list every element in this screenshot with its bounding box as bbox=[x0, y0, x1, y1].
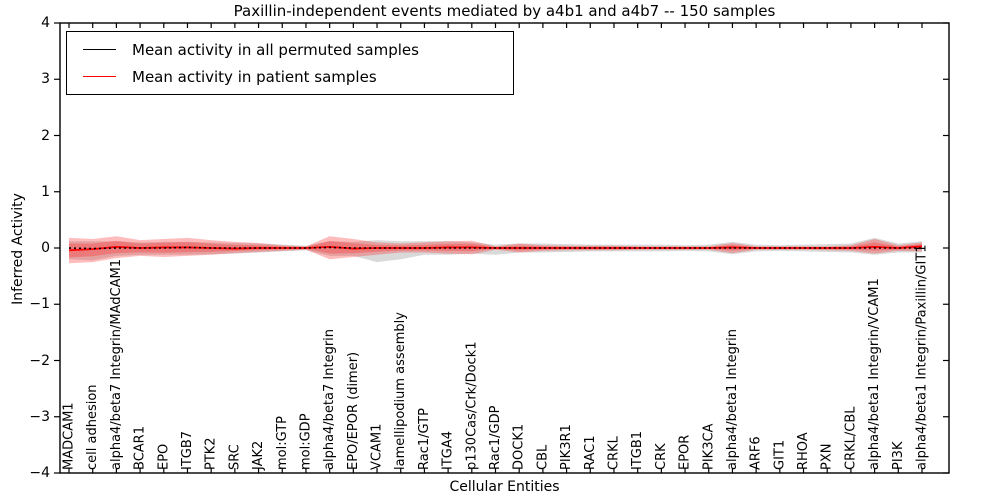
x-tick-label: alpha4/beta7 Integrin/MAdCAM1 bbox=[108, 259, 124, 470]
y-tick-label: −2 bbox=[29, 352, 50, 369]
x-tick-label: alpha4/beta1 Integrin/VCAM1 bbox=[867, 278, 883, 470]
y-tick-label: 1 bbox=[41, 183, 50, 200]
y-tick-label: −3 bbox=[29, 408, 50, 425]
x-tick-label: ITGB7 bbox=[179, 430, 195, 470]
x-tick-label: Rac1/GDP bbox=[488, 405, 503, 470]
x-tick-label: CRKL/CBL bbox=[843, 406, 859, 471]
x-tick-label: EPO/EPOR (dimer) bbox=[345, 351, 361, 470]
x-tick-label: BCAR1 bbox=[132, 426, 148, 470]
legend-item-permuted: Mean activity in all permuted samples bbox=[67, 37, 513, 63]
y-tick-label: 2 bbox=[41, 127, 50, 144]
x-tick-label: EPOR bbox=[677, 434, 693, 470]
permuted-line-sample-icon bbox=[83, 49, 116, 50]
patient-samples-range bbox=[69, 236, 922, 264]
legend-label-permuted: Mean activity in all permuted samples bbox=[132, 40, 419, 59]
x-tick-label: Rac1/GTP bbox=[416, 408, 432, 470]
y-tick-label: 4 bbox=[41, 15, 50, 31]
x-tick-label: alpha4/beta1 Integrin bbox=[724, 328, 740, 470]
x-tick-label: ITGA4 bbox=[440, 430, 456, 470]
x-tick-label: PIK3R1 bbox=[559, 424, 575, 470]
chart-title: Paxillin-independent events mediated by … bbox=[233, 2, 776, 20]
patient-line-sample-icon bbox=[83, 76, 116, 77]
x-axis-label: Cellular Entities bbox=[449, 479, 560, 495]
x-tick-label: RHOA bbox=[796, 432, 812, 470]
x-tick-label: JAK2 bbox=[251, 440, 267, 470]
legend-item-patient: Mean activity in patient samples bbox=[67, 64, 513, 90]
x-tick-label: ARF6 bbox=[748, 436, 764, 470]
x-tick-label: EPO bbox=[156, 443, 172, 470]
y-tick-label: −1 bbox=[29, 296, 50, 313]
x-tick-label: PTK2 bbox=[203, 437, 219, 470]
y-tick-label: 0 bbox=[41, 240, 50, 256]
legend-label-patient: Mean activity in patient samples bbox=[132, 67, 377, 86]
x-tick-label: CRK bbox=[653, 443, 669, 470]
x-tick-label: VCAM1 bbox=[369, 423, 385, 470]
x-tick-label: PXN bbox=[819, 443, 835, 470]
legend: Mean activity in all permuted samples Me… bbox=[66, 31, 514, 95]
x-tick-label: p130Cas/Crk/Dock1 bbox=[464, 341, 480, 470]
x-tick-label: ITGB1 bbox=[630, 430, 646, 470]
x-tick-label: PI3K bbox=[890, 441, 906, 470]
x-tick-label: CBL bbox=[535, 444, 551, 470]
x-tick-label: alpha4/beta7 Integrin bbox=[322, 328, 338, 470]
x-tick-label: cell adhesion bbox=[85, 384, 101, 470]
x-tick-label: mol:GDP bbox=[298, 413, 314, 470]
x-tick-label: GIT1 bbox=[772, 439, 788, 470]
x-tick-label: CRKL bbox=[606, 436, 622, 470]
x-tick-label: DOCK1 bbox=[511, 423, 527, 470]
x-tick-label: SRC bbox=[227, 444, 243, 470]
x-tick-label: alpha4/beta1 Integrin/Paxillin/GIT1 bbox=[914, 244, 930, 470]
permuted-samples-range bbox=[69, 237, 922, 263]
x-tick-label: mol:GTP bbox=[274, 416, 290, 470]
y-tick-label: −4 bbox=[29, 465, 50, 481]
permuted-mean-line bbox=[68, 246, 922, 250]
y-tick-label: 3 bbox=[41, 71, 50, 88]
x-tick-label: lamellipodium assembly bbox=[393, 312, 409, 470]
x-tick-label: MADCAM1 bbox=[61, 402, 77, 470]
x-tick-label: PIK3CA bbox=[701, 423, 717, 470]
x-tick-label: RAC1 bbox=[582, 435, 598, 470]
